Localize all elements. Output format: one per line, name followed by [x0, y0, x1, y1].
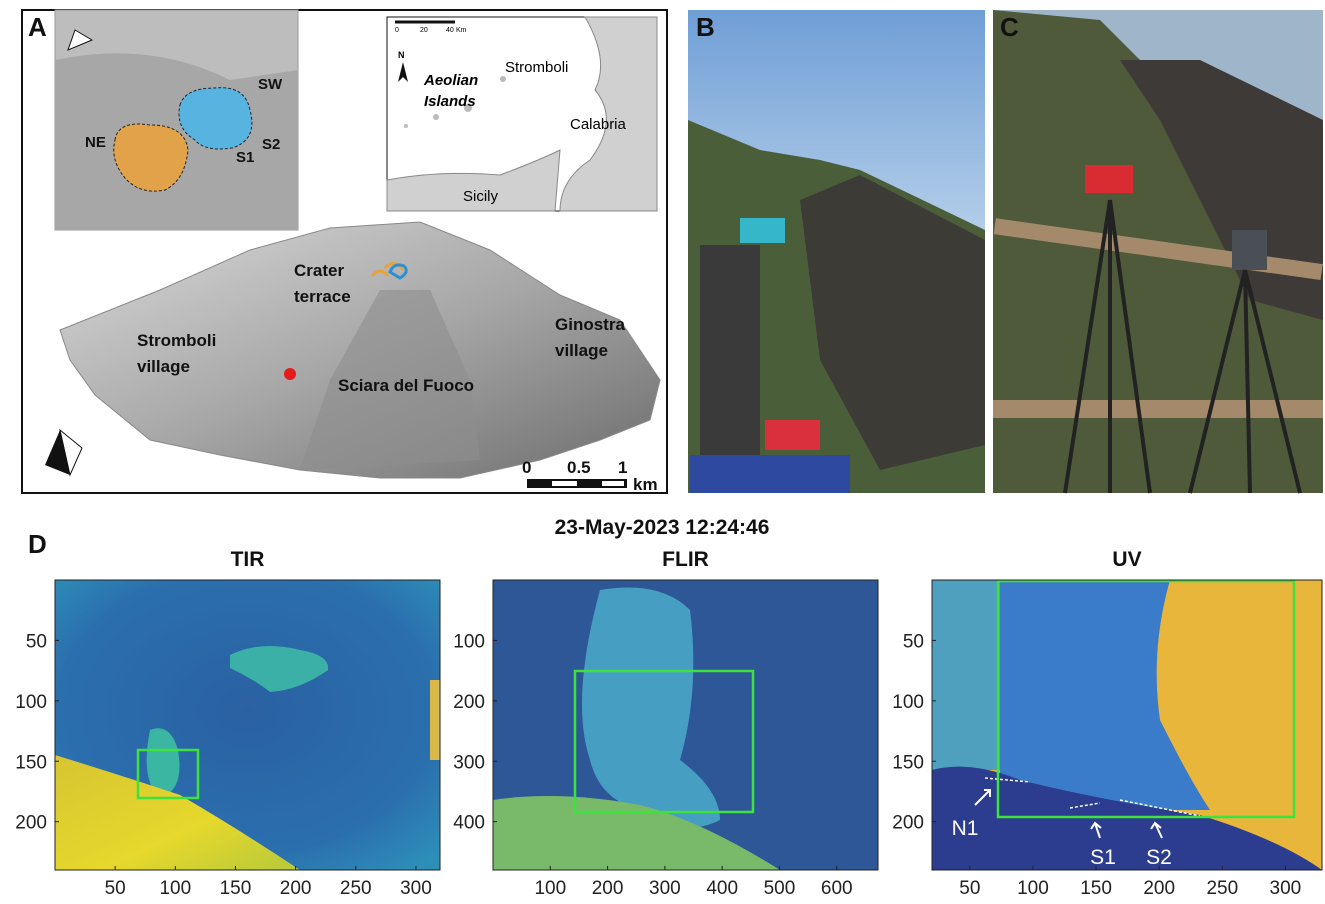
- image-title: UV: [1112, 548, 1141, 571]
- y-tick-label: 150: [892, 752, 924, 773]
- image-title: TIR: [231, 548, 265, 571]
- x-tick-label: 400: [706, 878, 738, 899]
- map-label: Stromboli: [505, 59, 568, 76]
- x-tick-label: 50: [105, 878, 126, 899]
- uv-image: [932, 580, 1322, 870]
- x-tick-label: 600: [821, 878, 853, 899]
- map-label: S2: [262, 136, 280, 153]
- x-tick-label: 150: [220, 878, 252, 899]
- scale-unit: km: [633, 475, 658, 494]
- x-tick-label: 100: [159, 878, 191, 899]
- x-tick-label: 150: [1080, 878, 1112, 899]
- y-tick-label: 50: [26, 631, 47, 652]
- y-tick-label: 200: [453, 692, 485, 713]
- figure-title: 23-May-2023 12:24:46: [555, 516, 770, 539]
- map-label: S1: [236, 149, 254, 166]
- y-tick-label: 400: [453, 813, 485, 834]
- map-label: Islands: [424, 93, 476, 110]
- x-tick-label: 100: [534, 878, 566, 899]
- x-tick-label: 250: [1206, 878, 1238, 899]
- x-tick-label: 200: [280, 878, 312, 899]
- y-tick-label: 50: [903, 631, 924, 652]
- x-tick-label: 100: [1017, 878, 1049, 899]
- x-tick-label: 300: [649, 878, 681, 899]
- scale-tick: 20: [420, 27, 428, 34]
- map-label: Aeolian: [423, 72, 478, 89]
- y-tick-label: 100: [15, 692, 47, 713]
- scale-tick: 0.5: [567, 458, 591, 477]
- map-label: NE: [85, 134, 106, 151]
- map-label: Sicily: [463, 188, 499, 205]
- map-label: Stromboli: [137, 331, 216, 350]
- vent-label: N1: [952, 817, 979, 840]
- x-tick-label: 300: [1270, 878, 1302, 899]
- north-label: N: [398, 50, 405, 60]
- y-tick-label: 200: [892, 813, 924, 834]
- x-tick-label: 200: [1143, 878, 1175, 899]
- scale-tick: 0: [395, 27, 399, 34]
- map-label: SW: [258, 76, 283, 93]
- y-tick-label: 100: [892, 692, 924, 713]
- scale-tick: 40: [446, 27, 454, 34]
- figure: A SW NE S1 S2 0 20 40 Km N Aeolian Islan…: [0, 0, 1325, 899]
- scale-unit: Km: [456, 27, 467, 34]
- x-tick-label: 500: [764, 878, 796, 899]
- map-label: Sciara del Fuoco: [338, 376, 474, 395]
- panel-label: A: [28, 12, 47, 42]
- vent-label: S2: [1146, 846, 1172, 869]
- x-tick-label: 250: [340, 878, 372, 899]
- tir-image: [55, 580, 440, 870]
- map-label: village: [555, 341, 608, 360]
- image-title: FLIR: [662, 548, 709, 571]
- flir-image: [493, 580, 878, 870]
- y-tick-label: 150: [15, 752, 47, 773]
- map-label: Crater: [294, 261, 344, 280]
- panel-label: D: [28, 529, 47, 559]
- x-tick-label: 200: [592, 878, 624, 899]
- x-tick-label: 50: [959, 878, 980, 899]
- panel-label: C: [1000, 12, 1019, 42]
- y-tick-label: 100: [453, 631, 485, 652]
- scale-tick: 0: [522, 458, 531, 477]
- panel-a: [22, 10, 667, 493]
- scale-tick: 1: [618, 458, 627, 477]
- map-label: village: [137, 357, 190, 376]
- panel-b-photo: [688, 10, 985, 493]
- map-label: terrace: [294, 287, 351, 306]
- panel-c-photo: [993, 10, 1323, 493]
- y-tick-label: 300: [453, 752, 485, 773]
- page: { "panel_a": { "label": "A", "crater_ins…: [0, 0, 1325, 899]
- x-tick-label: 300: [400, 878, 432, 899]
- vent-label: S1: [1090, 846, 1116, 869]
- panel-label: B: [696, 12, 715, 42]
- y-tick-label: 200: [15, 813, 47, 834]
- map-label: Ginostra: [555, 315, 625, 334]
- map-label: Calabria: [570, 116, 627, 133]
